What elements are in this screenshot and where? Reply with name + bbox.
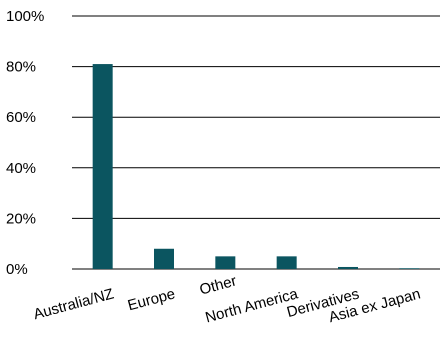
- bar: [399, 268, 420, 269]
- x-tick-label: Other: [198, 272, 239, 298]
- y-tick-label: 20%: [6, 210, 36, 227]
- bar: [276, 256, 297, 269]
- x-tick-label: Europe: [126, 285, 177, 314]
- bar: [215, 256, 236, 269]
- y-tick-label: 100%: [6, 8, 44, 25]
- y-tick-label: 80%: [6, 59, 36, 76]
- x-tick-label: Australia/NZ: [32, 285, 116, 323]
- y-tick-label: 40%: [6, 160, 36, 177]
- bar: [338, 266, 358, 269]
- bar: [154, 248, 174, 269]
- y-tick-label: 0%: [6, 261, 28, 278]
- y-tick-label: 60%: [6, 109, 36, 126]
- bar: [92, 64, 113, 269]
